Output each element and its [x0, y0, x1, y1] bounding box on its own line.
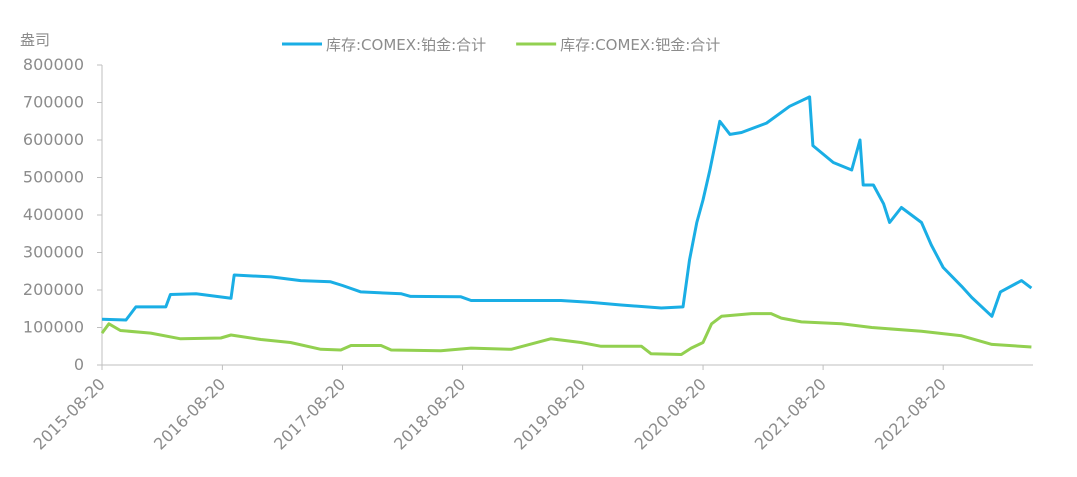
- x-tick-label: 2019-08-20: [510, 374, 589, 453]
- series-line: [100, 312, 1032, 356]
- y-tick-label: 400000: [23, 205, 84, 224]
- y-axis-unit: 盎司: [20, 31, 50, 49]
- y-tick-label: 600000: [23, 130, 84, 149]
- y-tick-label: 0: [74, 355, 84, 374]
- x-tick-label: 2020-08-20: [631, 374, 710, 453]
- x-tick-label: 2021-08-20: [751, 374, 830, 453]
- y-tick-label: 800000: [23, 55, 84, 74]
- x-tick-label: 2017-08-20: [270, 374, 349, 453]
- y-tick-label: 300000: [23, 243, 84, 262]
- x-tick-label: 2016-08-20: [150, 374, 229, 453]
- legend-label: 库存:COMEX:铂金:合计: [326, 36, 486, 54]
- x-tick-label: 2018-08-20: [390, 374, 469, 453]
- legend-label: 库存:COMEX:钯金:合计: [560, 36, 720, 54]
- series-line: [101, 95, 1033, 322]
- y-tick-label: 500000: [23, 168, 84, 187]
- x-tick-label: 2022-08-20: [871, 374, 950, 453]
- y-tick-label: 100000: [23, 318, 84, 337]
- y-tick-label: 200000: [23, 280, 84, 299]
- x-tick-label: 2015-08-20: [30, 374, 109, 453]
- y-tick-label: 700000: [23, 93, 84, 112]
